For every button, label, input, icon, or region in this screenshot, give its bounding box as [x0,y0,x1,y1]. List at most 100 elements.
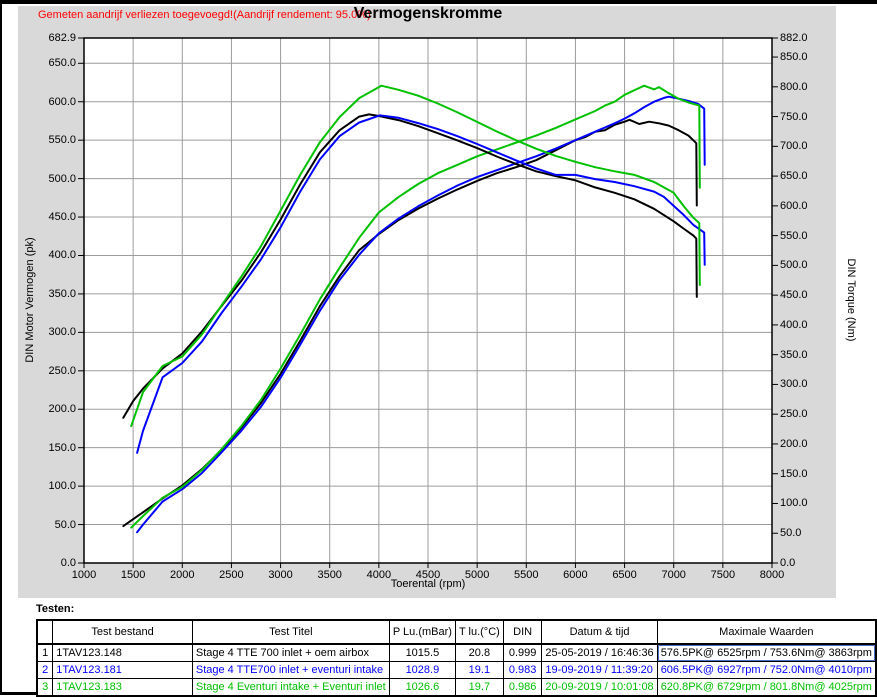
window-left-border [0,0,2,694]
x-tick-label: 7000 [661,569,686,581]
y-left-tick-label: 682.9 [48,32,76,44]
cell-titel[interactable]: Stage 4 Eventuri intake + Eventuri inlet [191,678,390,697]
cell-datum[interactable]: 25-05-2019 / 16:46:36 [541,643,658,662]
cell-max[interactable]: 606.5PK@ 6927rpm / 752.0Nm@ 4010rpm [656,661,877,679]
x-tick-label: 1500 [120,569,146,581]
x-tick-label: 4500 [415,569,441,581]
curve-test-2-vermogen-pk- [136,95,706,534]
cell-p-lu[interactable]: 1026.6 [388,678,456,697]
cell-titel[interactable]: Stage 4 TTE 700 inlet + oem airbox [191,643,390,662]
x-tick-label: 7500 [710,569,736,581]
cell-p-lu[interactable]: 1028.9 [388,661,456,679]
y-axis-right-title: DIN Torque (Nm) [845,258,857,342]
drivetrain-loss-note: Gemeten aandrijf verliezen toegevoegd!(A… [38,9,371,21]
x-tick-label: 3500 [317,569,342,581]
column-header: Test bestand [52,619,193,645]
cell-bestand[interactable]: 1TAV123.148 [52,643,193,662]
cell-bestand[interactable]: 1TAV123.183 [52,678,193,697]
table-header-row: Test bestand Test Titel P Lu.(mBar) T lu.(°… [36,619,877,645]
y-left-tick-label: 50.0 [54,518,76,531]
column-header: T lu.(°C) [454,619,504,645]
column-header: P Lu.(mBar) [388,619,456,645]
dyno-plot-svg [78,37,778,568]
window-top-border [0,0,877,4]
column-header [36,619,54,645]
y-right-tick-label: 600.0 [780,199,808,212]
y-right-tick-label: 800.0 [780,80,808,93]
y-left-tick-label: 500.0 [48,172,76,185]
y-right-tick-label: 100.0 [780,497,808,510]
cell-t-lu[interactable]: 20.8 [454,643,504,662]
tests-table: Test bestand Test Titel P Lu.(mBar) T lu.(°… [36,619,877,697]
cell-din[interactable]: 0.999 [502,643,543,662]
cell-titel[interactable]: Stage 4 TTE700 inlet + eventuri intake [191,661,390,679]
x-tick-label: 1000 [71,569,97,581]
cell-nr[interactable]: 2 [36,661,54,679]
x-tick-label: 6500 [612,569,637,581]
y-axis-left-title: DIN Motor Vermogen (pk) [24,237,36,363]
y-right-tick-label: 150.0 [780,467,808,480]
x-tick-label: 5500 [514,569,539,581]
y-right-tick-label: 882.0 [780,32,808,44]
cell-din[interactable]: 0.983 [502,661,543,679]
y-left-tick-label: 250.0 [48,364,76,377]
y-right-tick-label: 200.0 [780,437,808,450]
cell-max[interactable]: 620.8PK@ 6729rpm / 801.8Nm@ 4025rpm [656,678,877,697]
curve-test-2-koppel-nm- [136,114,706,454]
y-right-tick-label: 300.0 [780,378,808,391]
y-right-tick-label: 450.0 [780,289,808,302]
cell-p-lu[interactable]: 1015.5 [388,643,456,662]
tests-section-label: Testen: [36,603,75,615]
y-left-tick-label: 0.0 [60,557,76,569]
x-tick-label: 2500 [219,569,244,581]
y-left-tick-label: 100.0 [48,480,76,493]
test-row: 2 1TAV123.181 Stage 4 TTE700 inlet + event… [36,661,877,679]
x-tick-label: 3000 [268,569,293,581]
chart-title: Vermogenskromme [353,5,503,22]
y-left-tick-label: 350.0 [48,287,76,300]
y-left-tick-label: 150.0 [48,441,76,454]
y-left-tick-label: 200.0 [48,403,76,416]
y-right-tick-label: 50.0 [780,527,802,540]
y-right-tick-label: 850.0 [780,51,808,64]
y-left-tick-label: 300.0 [48,326,76,339]
curve-test-3-vermogen-pk- [130,84,701,529]
cell-t-lu[interactable]: 19.7 [454,678,504,697]
y-right-tick-label: 250.0 [780,408,808,421]
y-right-tick-label: 750.0 [780,110,808,123]
y-left-tick-label: 600.0 [48,95,76,108]
x-tick-label: 2000 [170,569,195,581]
plot-area [76,30,780,571]
y-right-tick-label: 550.0 [780,229,808,242]
column-header: Test Titel [191,619,390,645]
column-header: Maximale Waarden [656,619,877,645]
y-right-tick-label: 350.0 [780,348,808,361]
y-left-tick-label: 550.0 [48,134,76,147]
y-right-tick-label: 0.0 [780,557,796,569]
cell-din[interactable]: 0.986 [502,678,543,697]
y-left-tick-label: 400.0 [48,249,76,262]
cell-nr[interactable]: 3 [36,678,54,697]
cell-t-lu[interactable]: 19.1 [454,661,504,679]
column-header: DIN [502,619,543,645]
column-header: Datum & tijd [541,619,658,645]
cell-datum[interactable]: 20-09-2019 / 10:01:08 [541,678,658,697]
y-right-tick-label: 650.0 [780,170,808,183]
y-left-tick-label: 450.0 [48,211,76,224]
x-tick-label: 8000 [759,569,785,581]
test-row: 1 1TAV123.148 Stage 4 TTE 700 inlet + oem … [36,643,877,662]
x-tick-label: 6000 [563,569,588,581]
x-tick-label: 5000 [464,569,490,581]
y-right-tick-label: 500.0 [780,259,808,272]
cell-nr[interactable]: 1 [36,643,54,662]
y-left-tick-label: 650.0 [48,57,76,70]
cell-datum[interactable]: 19-09-2019 / 11:39:20 [541,661,658,679]
cell-bestand[interactable]: 1TAV123.181 [52,661,193,679]
test-row: 3 1TAV123.183 Stage 4 Eventuri intake + Ev… [36,678,877,697]
y-right-tick-label: 400.0 [780,318,808,331]
curve-test-3-koppel-nm- [130,84,701,428]
x-tick-label: 4000 [366,569,392,581]
y-right-tick-label: 700.0 [780,140,808,153]
cell-max[interactable]: 576.5PK@ 6525rpm / 753.6Nm@ 3863rpm [656,643,877,662]
